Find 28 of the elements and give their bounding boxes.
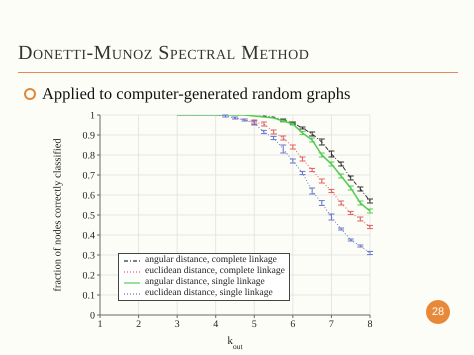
legend-label: angular distance, single linkage [145, 277, 265, 288]
chart-title: Donetti-Munoz Spectral Method [18, 42, 310, 65]
y-tick-label: 0.1 [82, 290, 95, 302]
x-tick-label: 6 [290, 319, 296, 330]
y-tick-label: 0.9 [82, 130, 95, 142]
x-tick-label: 8 [368, 319, 372, 330]
x-tick-label: 4 [213, 319, 218, 330]
y-tick-label: 0.5 [82, 210, 95, 222]
y-tick-label: 0 [90, 310, 95, 322]
x-tick-label: 3 [174, 319, 180, 330]
legend-label: angular distance, complete linkage [145, 255, 277, 266]
y-tick-label: 0.4 [82, 230, 95, 242]
chart-subtitle: Applied to computer-generated random graphs [42, 84, 350, 104]
y-axis-title: fraction of nodes correctly classified [52, 138, 64, 292]
y-tick-label: 0.2 [82, 270, 95, 282]
y-tick-label: 0.7 [82, 170, 95, 182]
x-axis-title: k$_{out}$ [227, 335, 244, 350]
x-tick-label: 5 [252, 319, 257, 330]
legend-label: euclidean distance, single linkage [145, 288, 273, 299]
x-tick-label: 7 [328, 319, 334, 330]
y-tick-label: 0.6 [82, 190, 95, 202]
x-tick-label: 1 [98, 319, 102, 330]
y-tick-label: 0.8 [82, 150, 95, 162]
y-tick-label: 0.3 [82, 250, 95, 262]
x-tick-label: 2 [136, 319, 142, 330]
legend-label: euclidean distance, complete linkage [145, 266, 285, 277]
page-number-badge: 28 [426, 300, 450, 324]
y-tick-label: 1 [90, 110, 95, 122]
